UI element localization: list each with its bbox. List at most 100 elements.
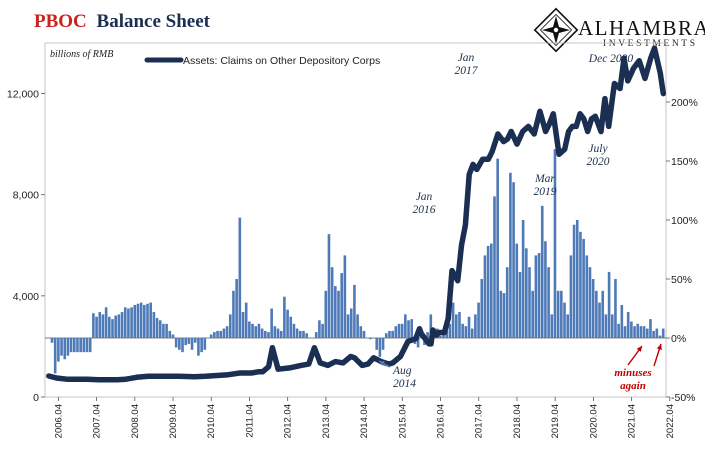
yoy-bar	[477, 302, 480, 338]
yoy-bar	[451, 302, 455, 338]
annotation-line: 2016	[413, 204, 436, 216]
x-tick-label: 2006.04	[53, 404, 64, 438]
yoy-bar	[244, 302, 248, 338]
yoy-bar	[582, 238, 585, 338]
yoy-bar	[257, 323, 261, 338]
x-tick-label: 2022.04	[665, 404, 676, 438]
logo-tagline: INVESTMENTS	[603, 39, 698, 49]
yoy-bar	[162, 323, 165, 338]
yoy-bar	[534, 255, 538, 338]
yoy-bar	[318, 320, 321, 338]
yoy-bar	[305, 333, 308, 338]
yoy-bar	[499, 290, 503, 338]
yoy-bar	[490, 243, 493, 338]
yoy-bar	[579, 231, 582, 338]
annotation-line: Jan	[458, 52, 475, 64]
yoy-bar	[241, 312, 245, 338]
yoy-bar	[267, 332, 270, 338]
yoy-bar	[85, 338, 89, 353]
yoy-bar	[136, 303, 140, 338]
annotation-line: Jan	[416, 191, 433, 203]
annotation-label: Jan 2017	[455, 52, 479, 77]
yoy-bar	[591, 279, 595, 338]
yoy-bar	[623, 326, 627, 338]
yoy-bar	[614, 279, 617, 338]
yoy-bar	[127, 308, 130, 338]
yoy-bar	[445, 330, 449, 338]
yoy-bar	[213, 332, 216, 338]
yoy-bar	[353, 284, 356, 338]
right-tick-label: 150%	[671, 156, 698, 168]
yoy-bar	[550, 314, 554, 338]
yoy-bar	[483, 255, 487, 338]
yoy-bar	[158, 320, 162, 338]
yoy-bar	[464, 326, 468, 338]
yoy-bar	[251, 323, 254, 338]
yoy-bar	[130, 307, 133, 338]
yoy-bar	[238, 217, 242, 338]
yoy-bar	[283, 296, 286, 338]
yoy-bar	[149, 302, 152, 338]
x-tick-label: 2020.04	[588, 404, 599, 438]
yoy-bar	[143, 304, 146, 338]
yoy-bar	[566, 314, 570, 338]
yoy-bar	[563, 302, 566, 338]
yoy-bar	[98, 312, 102, 338]
yoy-bar	[598, 302, 601, 338]
yoy-bar	[82, 338, 86, 353]
annotation-line: Aug	[392, 365, 412, 377]
yoy-bar	[560, 290, 563, 338]
yoy-bar	[340, 273, 343, 338]
yoy-bar	[263, 330, 267, 338]
yoy-bar	[174, 338, 178, 348]
annotation-line: Dec 2020	[588, 53, 634, 65]
yoy-bar	[369, 338, 372, 340]
left-tick-label: 0	[33, 392, 39, 404]
yoy-bar	[400, 323, 404, 338]
yoy-bar	[502, 293, 506, 338]
yoy-bar	[95, 316, 98, 338]
x-tick-label: 2021.04	[627, 404, 638, 438]
yoy-bar	[279, 330, 283, 338]
yoy-bar	[289, 316, 293, 338]
yoy-bar	[585, 255, 589, 338]
annotation-label: Mar 2019	[534, 173, 557, 198]
annotation-label: July 2020	[587, 143, 610, 168]
yoy-bar	[426, 332, 429, 338]
x-tick-label: 2018.04	[512, 404, 523, 438]
yoy-bar	[273, 326, 277, 338]
yoy-bar	[57, 338, 60, 362]
yoy-bar	[607, 271, 611, 338]
units-label: billions of RMB	[50, 49, 113, 60]
yoy-bar	[203, 338, 207, 350]
left-tick-label: 12,000	[7, 89, 39, 101]
yoy-bar	[544, 241, 547, 338]
right-tick-label: 100%	[671, 215, 698, 227]
yoy-bar	[375, 338, 379, 350]
yoy-bar	[327, 234, 331, 338]
yoy-bar	[69, 338, 73, 353]
annotation-line: 2014	[393, 378, 416, 390]
yoy-bar	[228, 314, 232, 338]
annotation-line: again	[620, 380, 646, 392]
legend-label: Assets: Claims on Other Depository Corps	[183, 55, 380, 67]
yoy-bar	[467, 316, 471, 338]
x-tick-label: 2009.04	[168, 404, 179, 438]
annotation-label: minuses again	[614, 367, 651, 392]
yoy-bar	[630, 321, 633, 338]
yoy-bar	[324, 290, 328, 338]
yoy-bar	[209, 334, 213, 338]
annotation-label: Aug 2014	[392, 365, 416, 390]
yoy-bar	[181, 338, 184, 353]
yoy-bar	[219, 330, 223, 338]
yoy-bar	[384, 333, 388, 338]
yoy-bar	[525, 248, 528, 338]
yoy-bar	[553, 149, 557, 338]
yoy-bar	[439, 335, 442, 338]
yoy-bar	[66, 338, 70, 356]
yoy-bar	[474, 314, 477, 338]
yoy-bar	[633, 326, 636, 338]
x-tick-label: 2016.04	[436, 404, 447, 438]
yoy-bar	[101, 314, 105, 338]
